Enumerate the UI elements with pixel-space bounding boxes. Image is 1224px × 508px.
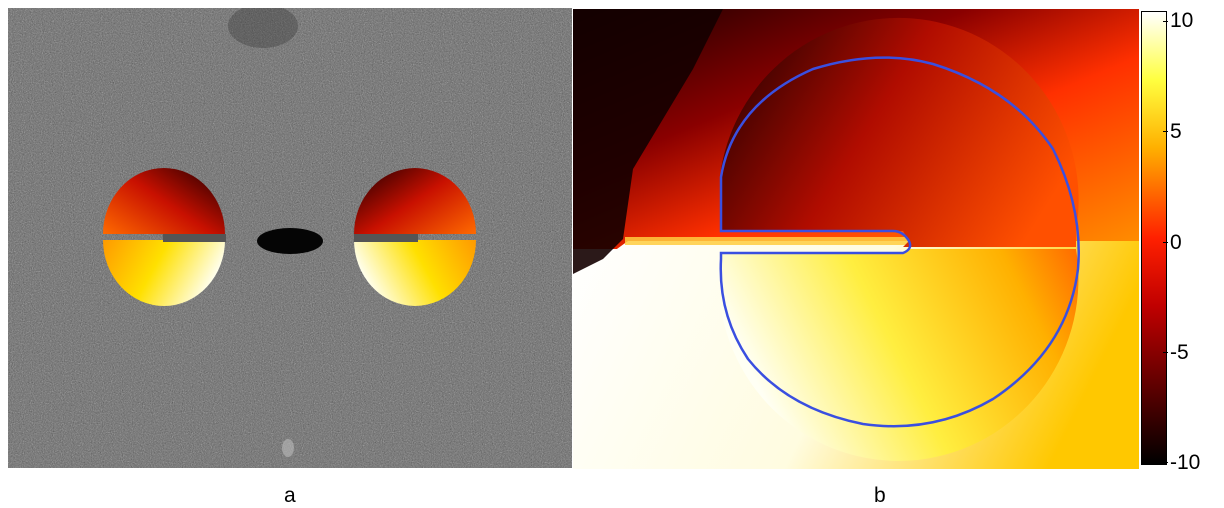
panel-b-colormap xyxy=(573,9,1139,469)
right-disc xyxy=(354,168,476,306)
colorbar xyxy=(1141,11,1167,465)
crack-band xyxy=(625,237,915,245)
heatmap-image xyxy=(573,9,1139,469)
colorbar-tick-label: 0 xyxy=(1170,231,1182,254)
colorbar-tick-mark xyxy=(1163,21,1168,22)
contour-outline xyxy=(719,56,1080,428)
colorbar-gradient xyxy=(1142,12,1166,464)
caption-a: a xyxy=(284,484,296,507)
colorbar-tick-mark xyxy=(1163,242,1168,243)
center-blob xyxy=(257,228,323,254)
caption-b: b xyxy=(874,484,886,507)
speckle-image xyxy=(8,8,572,468)
colorbar-tick-mark xyxy=(1163,131,1168,132)
dark-smudge xyxy=(228,8,298,48)
colorbar-tick-label: 5 xyxy=(1170,120,1182,143)
colorbar-tick-mark xyxy=(1163,352,1168,353)
panel-a-photo xyxy=(8,8,572,468)
colorbar-tick-label: 10 xyxy=(1170,9,1194,32)
colorbar-tick-mark xyxy=(1163,462,1168,463)
colorbar-tick-label: -10 xyxy=(1170,451,1201,474)
left-disc xyxy=(103,168,226,306)
colorbar-tick-label: -5 xyxy=(1170,341,1189,364)
bright-speck xyxy=(282,439,294,457)
